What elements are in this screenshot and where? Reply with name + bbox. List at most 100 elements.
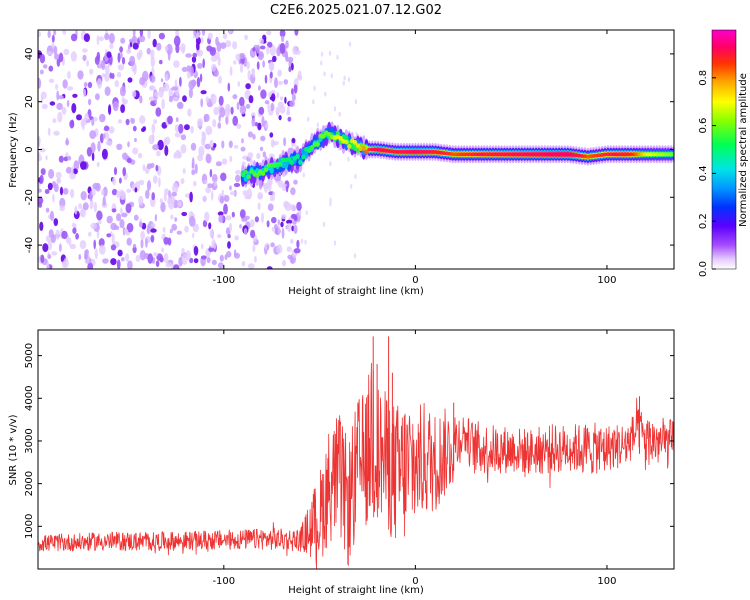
heatmap-noise-blob — [270, 102, 275, 112]
heatmap-noise-blob — [116, 259, 121, 269]
heatmap-noise-blob — [50, 234, 56, 244]
heatmap-noise-blob — [191, 56, 197, 63]
heatmap-noise-blob — [124, 228, 129, 235]
heatmap-noise-blob — [180, 144, 187, 154]
heatmap-noise-blob — [120, 52, 123, 59]
heatmap-noise-blob — [104, 72, 110, 82]
heatmap-noise-blob — [196, 77, 201, 88]
heatmap-noise-blob — [228, 30, 232, 34]
heatmap-noise-blob — [47, 30, 51, 39]
heatmap-noise-blob — [163, 237, 169, 245]
heatmap-noise-blob — [239, 209, 246, 219]
heatmap-noise-blob — [197, 62, 203, 69]
heatmap-noise-blob — [175, 117, 179, 122]
heatmap-noise-blob — [276, 244, 283, 254]
heatmap-noise-blob — [59, 197, 66, 208]
heatmap-noise-blob — [110, 244, 117, 251]
heatmap-noise-blob — [189, 257, 194, 264]
heatmap-ridge-cell — [347, 144, 352, 149]
heatmap-noise-blob — [279, 30, 286, 38]
heatmap-noise-blob — [42, 243, 49, 253]
heatmap-noise-blob — [80, 191, 87, 201]
heatmap-noise-blob — [248, 95, 254, 104]
heatmap-noise-blob — [147, 253, 153, 264]
heatmap-noise-blob — [230, 106, 234, 115]
heatmap-noise-blob — [53, 183, 59, 193]
y-tick-label: 2000 — [24, 471, 35, 496]
heatmap-noise-blob — [206, 257, 211, 264]
heatmap-noise-blob — [70, 51, 77, 62]
heatmap-noise-blob — [157, 139, 164, 151]
heatmap-noise-blob — [293, 84, 298, 94]
heatmap-noise-blob — [354, 99, 358, 105]
heatmap-noise-blob — [350, 183, 353, 189]
heatmap-noise-blob — [117, 119, 123, 124]
heatmap-noise-blob — [116, 71, 122, 78]
heatmap-noise-blob — [168, 198, 175, 210]
heatmap-noise-blob — [232, 41, 238, 50]
heatmap-noise-blob — [159, 256, 164, 263]
heatmap-noise-blob — [328, 50, 332, 56]
heatmap-noise-blob — [152, 38, 157, 48]
heatmap-noise-blob — [320, 51, 324, 57]
heatmap-noise-blob — [132, 42, 139, 50]
heatmap-noise-blob — [145, 238, 148, 248]
heatmap-noise-blob — [38, 196, 44, 205]
heatmap-noise-blob — [196, 30, 199, 39]
heatmap-noise-blob — [283, 79, 289, 85]
heatmap-noise-blob — [210, 93, 214, 99]
heatmap-noise-blob — [38, 136, 41, 147]
colorbar: 0.0 0.2 0.4 0.6 0.8 Normalized spectral ampl… — [698, 29, 749, 277]
heatmap-noise-blob — [293, 179, 298, 185]
heatmap-noise-blob — [125, 253, 130, 262]
heatmap-ridge-cell — [255, 173, 260, 179]
heatmap-ridge-cell — [295, 154, 300, 159]
heatmap-noise-blob — [39, 69, 44, 75]
heatmap-noise-blob — [104, 86, 111, 96]
heatmap-noise-blob — [270, 242, 275, 248]
heatmap-noise-blob — [209, 139, 214, 148]
heatmap-noise-blob — [249, 219, 255, 228]
heatmap-x-ticks: -100 0 100 — [212, 30, 616, 286]
heatmap-noise-blob — [288, 66, 292, 73]
colorbar-gradient — [711, 29, 737, 270]
heatmap-noise-blob — [234, 235, 239, 241]
y-tick-label: 40 — [24, 48, 35, 61]
heatmap-noise-blob — [191, 169, 196, 176]
heatmap-noise-blob — [307, 116, 310, 122]
heatmap-noise-blob — [87, 98, 92, 106]
heatmap-noise-blob — [61, 230, 68, 240]
heatmap-noise-blob — [80, 161, 87, 170]
heatmap-noise-blob — [239, 224, 242, 229]
heatmap-noise-blob — [194, 163, 198, 175]
heatmap-noise-blob — [139, 95, 143, 104]
heatmap-noise-blob — [213, 106, 220, 116]
heatmap-noise-blob — [336, 54, 339, 60]
heatmap-noise-blob — [290, 213, 297, 219]
heatmap-noise-blob — [262, 60, 265, 68]
heatmap-noise-blob — [109, 43, 114, 50]
y-tick-label: 5000 — [24, 343, 35, 368]
heatmap-noise-blob — [98, 244, 106, 255]
heatmap-noise-blob — [126, 188, 132, 193]
heatmap-noise-blob — [57, 111, 63, 123]
heatmap-noise-blob — [274, 229, 279, 235]
heatmap-noise-blob — [160, 78, 164, 83]
heatmap-noise-blob — [151, 123, 156, 134]
heatmap-noise-blob — [79, 209, 84, 217]
heatmap-ridge-cell — [263, 167, 269, 173]
heatmap-noise-blob — [286, 246, 292, 252]
heatmap-noise-blob — [217, 56, 221, 66]
heatmap-noise-blob — [163, 252, 169, 264]
y-tick-label: 3000 — [24, 428, 35, 453]
heatmap-noise-blob — [193, 180, 197, 187]
heatmap-noise-blob — [216, 234, 222, 239]
heatmap-noise-blob — [198, 146, 205, 157]
heatmap-noise-blob — [265, 122, 269, 129]
heatmap-ridge-cell — [260, 171, 266, 176]
chart-title: C2E6.2025.021.07.12.G02 — [270, 3, 442, 18]
heatmap-noise-blob — [48, 78, 55, 84]
heatmap-noise-blob — [120, 104, 125, 113]
heatmap-noise-blob — [132, 125, 137, 132]
heatmap-noise-blob — [235, 170, 241, 175]
